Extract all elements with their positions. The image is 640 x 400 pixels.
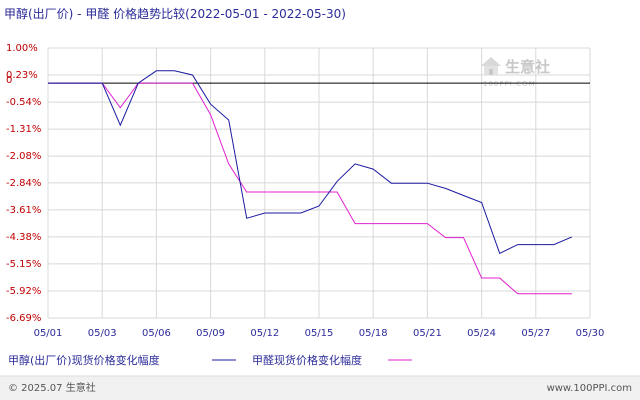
y-tick-label: -5.15%: [6, 259, 41, 270]
y-axis-ticks: 1.00% 0.23% -0.54% -1.31% -2.08% -2.84% -3.61%…: [6, 43, 41, 324]
footer-bar: [0, 376, 640, 400]
x-axis-ticks: 05/01 05/03 05/06 05/09 05/12 05/15 05/18 05/21…: [34, 328, 605, 339]
x-tick-label: 05/09: [196, 328, 225, 339]
x-tick-label: 05/03: [88, 328, 117, 339]
x-tick-label: 05/30: [576, 328, 605, 339]
x-tick-label: 05/01: [34, 328, 63, 339]
y-tick-label: -0.54%: [6, 97, 41, 108]
x-tick-label: 05/06: [142, 328, 171, 339]
chart-title: 甲醇(出厂价) - 甲醛 价格趋势比较(2022-05-01 - 2022-05…: [4, 6, 346, 21]
y-tick-label: -5.92%: [6, 286, 41, 297]
x-tick-label: 05/27: [521, 328, 550, 339]
x-tick-label: 05/12: [250, 328, 279, 339]
legend: 甲醇(出厂价)现货价格变化幅度 甲醛现货价格变化幅度: [8, 353, 412, 367]
house-icon: [481, 57, 501, 75]
legend-label-series-2: 甲醛现货价格变化幅度: [252, 353, 362, 367]
x-tick-label: 05/24: [467, 328, 496, 339]
y-tick-label: 0.23%: [6, 70, 38, 81]
series-line-2: [48, 82, 572, 295]
footer-site-link[interactable]: www.100PPI.com: [547, 383, 632, 394]
y-tick-label: -1.31%: [6, 124, 41, 135]
footer-copyright: © 2025.07 生意社: [8, 381, 96, 394]
y-tick-label: -4.38%: [6, 232, 41, 243]
x-tick-label: 05/15: [305, 328, 334, 339]
series-line-1: [48, 70, 573, 255]
watermark-url: 100PPI.COM: [483, 80, 536, 88]
y-tick-label: -3.61%: [6, 205, 41, 216]
legend-label-series-1: 甲醇(出厂价)现货价格变化幅度: [8, 353, 160, 367]
y-tick-label: -6.69%: [6, 313, 41, 324]
watermark-name: 生意社: [505, 58, 550, 76]
y-tick-label: 1.00%: [6, 43, 38, 54]
grid: [47, 47, 591, 319]
watermark-logo: 生意社 100PPI.COM: [481, 57, 550, 88]
series-layer: [48, 70, 573, 295]
legend-item-series-2: 甲醛现货价格变化幅度: [252, 353, 412, 367]
y-tick-label: -2.08%: [6, 151, 41, 162]
legend-item-series-1: 甲醇(出厂价)现货价格变化幅度: [8, 353, 236, 367]
x-tick-label: 05/18: [359, 328, 388, 339]
zero-label: 0: [6, 75, 12, 86]
x-tick-label: 05/21: [413, 328, 442, 339]
y-tick-label: -2.84%: [6, 178, 41, 189]
